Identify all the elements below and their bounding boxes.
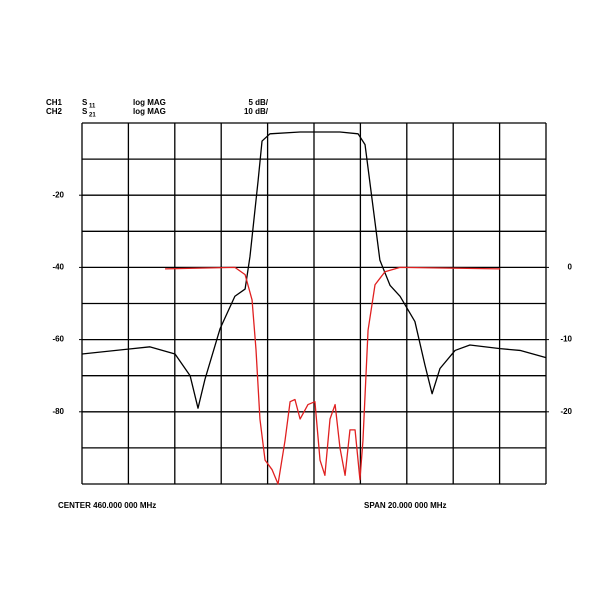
parameter: S bbox=[82, 98, 88, 107]
format: log MAG bbox=[133, 98, 166, 107]
parameter: S bbox=[82, 107, 88, 116]
parameter-sub: 21 bbox=[89, 113, 96, 119]
trace bbox=[165, 266, 501, 485]
trace bbox=[81, 131, 547, 409]
y-tick-label: -60 bbox=[52, 335, 64, 344]
y2-tick-label: 0 bbox=[568, 263, 573, 272]
grid bbox=[81, 122, 547, 485]
scale: 5 dB/ bbox=[248, 98, 268, 107]
span-label: SPAN 20.000 000 MHz bbox=[364, 501, 447, 510]
y2-tick-label: -10 bbox=[560, 335, 572, 344]
y2-tick-label: -20 bbox=[560, 407, 572, 416]
y-tick-label: -20 bbox=[52, 190, 64, 199]
channel: CH1 bbox=[46, 98, 63, 107]
center-label: CENTER 460.000 000 MHz bbox=[58, 501, 156, 510]
format: log MAG bbox=[133, 107, 166, 116]
y-tick-label: -40 bbox=[52, 263, 64, 272]
y-tick-label: -80 bbox=[52, 407, 64, 416]
channel: CH2 bbox=[46, 107, 63, 116]
parameter-sub: 11 bbox=[89, 104, 96, 110]
scale: 10 dB/ bbox=[244, 107, 269, 116]
